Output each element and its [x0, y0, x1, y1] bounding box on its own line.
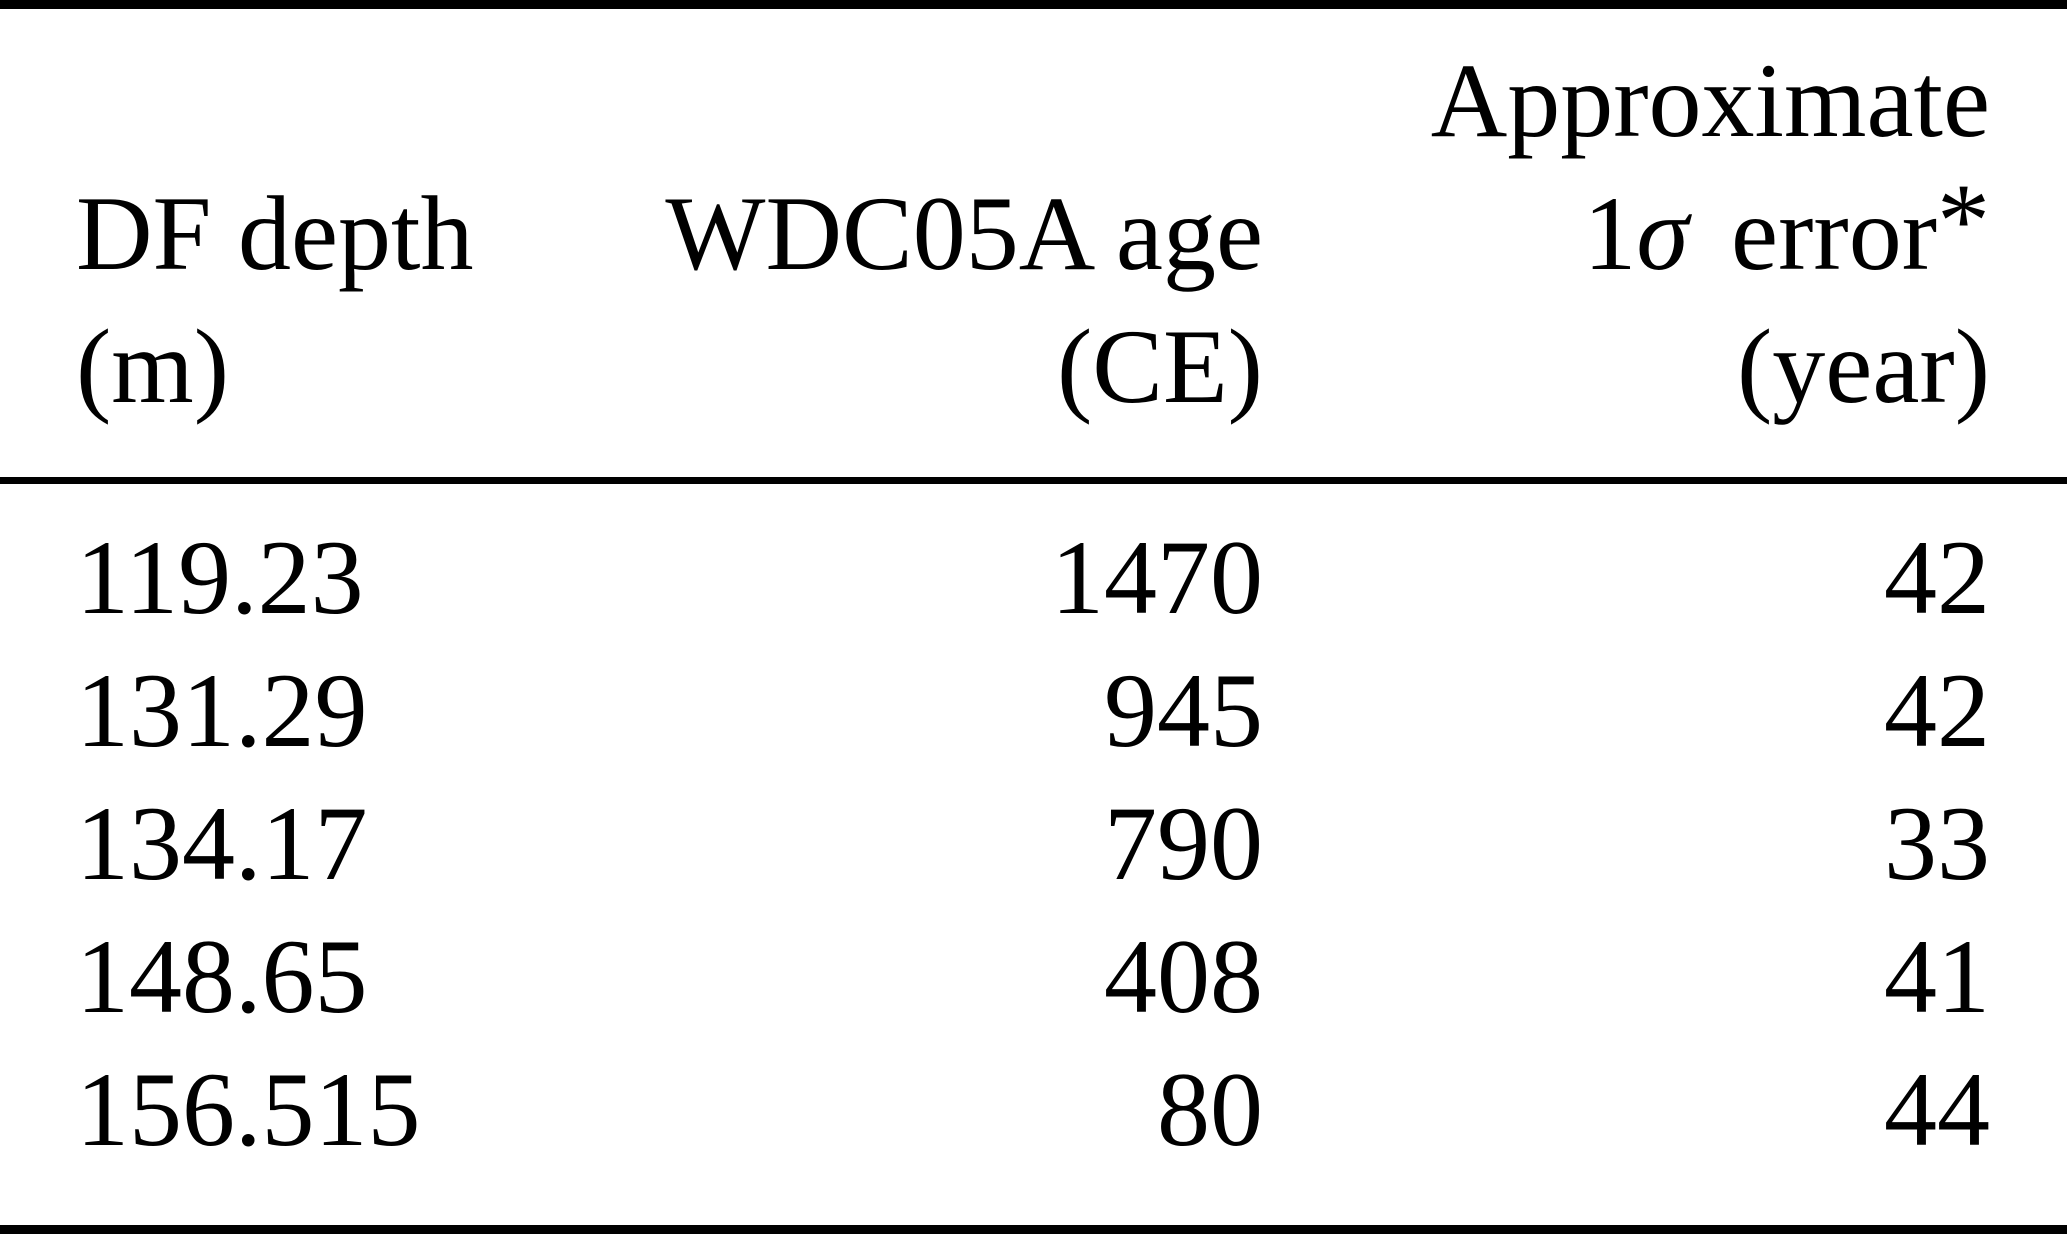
error-coefficient: 1: [1583, 175, 1637, 292]
table-row: 131.29 945 42: [0, 644, 2067, 777]
age-cell: 1470: [1051, 519, 1263, 636]
age-cell: 945: [1104, 652, 1263, 769]
header-df-depth-label: DF depth: [76, 175, 474, 292]
table-row: 134.17 790 33: [0, 777, 2067, 910]
table-row: 156.515 80 44: [0, 1043, 2067, 1230]
error-cell: 44: [1884, 1051, 1990, 1168]
depth-cell: 148.65: [76, 918, 368, 1035]
table-row: 148.65 408 41: [0, 910, 2067, 1043]
header-approx-error-line1: Approximate: [1430, 42, 1990, 159]
table-row: 119.23 1470 42: [0, 481, 2067, 645]
header-approx-error: Approximate 1σ error* (year): [1263, 4, 2067, 484]
error-cell: 33: [1884, 785, 1990, 902]
age-cell: 80: [1157, 1051, 1263, 1168]
error-cell: 42: [1884, 519, 1990, 636]
age-cell: 408: [1104, 918, 1263, 1035]
header-row: DF depth (m) WDC05A age (CE) Approximate…: [0, 4, 2067, 484]
depth-cell: 131.29: [76, 652, 368, 769]
depth-cell: 134.17: [76, 785, 368, 902]
header-approx-error-unit: (year): [1737, 308, 1990, 425]
header-wdc05a-age-unit: (CE): [1056, 308, 1263, 425]
header-wdc05a-age-label: WDC05A age: [665, 175, 1263, 292]
header-wdc05a-age: WDC05A age (CE): [600, 4, 1263, 484]
depth-cell: 156.515: [76, 1051, 421, 1168]
error-word: error: [1731, 175, 1937, 292]
depth-cell: 119.23: [76, 519, 364, 636]
age-cell: 790: [1104, 785, 1263, 902]
header-approx-error-line2: 1σ error*: [1583, 162, 1990, 293]
header-df-depth-unit: (m): [76, 308, 230, 425]
error-cell: 41: [1884, 918, 1990, 1035]
header-df-depth: DF depth (m): [0, 4, 600, 484]
sigma-symbol: σ: [1636, 175, 1689, 292]
error-cell: 42: [1884, 652, 1990, 769]
